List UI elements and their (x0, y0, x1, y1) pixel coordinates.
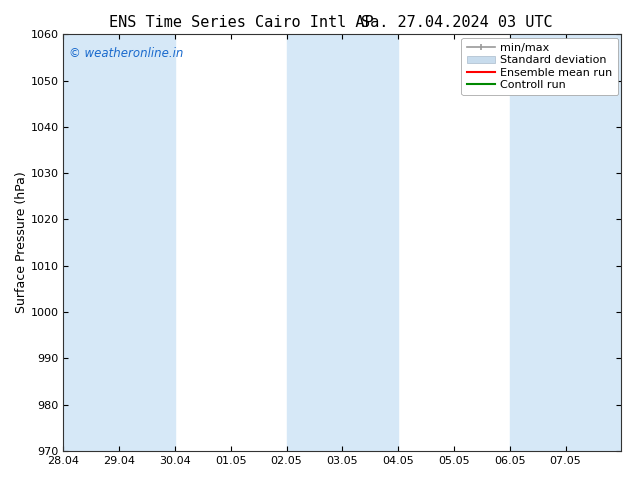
Bar (63, 34, 175, 451)
Bar (287, 34, 398, 451)
Y-axis label: Surface Pressure (hPa): Surface Pressure (hPa) (15, 172, 28, 314)
Text: ENS Time Series Cairo Intl AP: ENS Time Series Cairo Intl AP (108, 15, 373, 30)
Legend: min/max, Standard deviation, Ensemble mean run, Controll run: min/max, Standard deviation, Ensemble me… (462, 38, 618, 96)
Text: © weatheronline.in: © weatheronline.in (69, 47, 183, 60)
Text: Sa. 27.04.2024 03 UTC: Sa. 27.04.2024 03 UTC (361, 15, 552, 30)
Bar (510, 34, 621, 451)
